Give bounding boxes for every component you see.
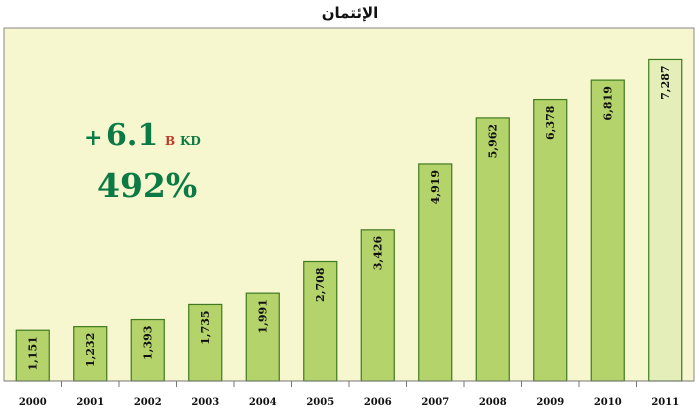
bar-2005 xyxy=(303,260,338,382)
bar-2001 xyxy=(73,326,108,382)
x-tick-label: 2010 xyxy=(594,397,622,408)
bar-2010 xyxy=(590,79,625,382)
bar-value-label: 1,735 xyxy=(199,310,212,344)
annotation-percent: 492% xyxy=(97,166,197,205)
x-tick-label: 2005 xyxy=(306,397,334,408)
x-tick-label: 2011 xyxy=(651,397,679,408)
bar-2008 xyxy=(475,117,510,382)
annotation-change-value: 6.1 xyxy=(106,118,158,153)
bar-value-label: 4,919 xyxy=(429,170,442,204)
x-tick-label: 2004 xyxy=(249,397,277,408)
x-tick-label: 2001 xyxy=(76,397,104,408)
bar-value-label: 1,232 xyxy=(84,333,97,367)
growth-annotation: + 6.1 B KD 492% xyxy=(84,118,201,205)
x-tick-label: 2000 xyxy=(19,397,47,408)
bar-value-label: 1,991 xyxy=(257,299,270,333)
bar-2000 xyxy=(15,329,50,382)
annotation-unit-kd: KD xyxy=(180,134,201,148)
bar-value-label: 2,708 xyxy=(314,267,327,302)
x-tick-label: 2009 xyxy=(536,397,564,408)
bar-value-label: 5,962 xyxy=(487,124,500,158)
bar-value-label: 6,819 xyxy=(602,86,615,120)
x-tick-label: 2002 xyxy=(134,397,162,408)
x-tick-label: 2003 xyxy=(191,397,219,408)
bar-2009 xyxy=(533,98,568,382)
x-tick-label: 2006 xyxy=(364,397,392,408)
bar-value-label: 1,393 xyxy=(142,326,155,360)
x-tick-label: 2007 xyxy=(421,397,449,408)
bar-2011 xyxy=(648,58,683,382)
bar-2004 xyxy=(245,292,280,382)
bar-value-label: 3,426 xyxy=(372,235,385,270)
annotation-plus-sign: + xyxy=(84,125,102,151)
x-tick-labels: 2000 2001 2002 2003 2004 2005 2006 2007 2008 2009… xyxy=(19,381,679,408)
bar-value-label: 6,378 xyxy=(544,105,557,140)
x-tick-label: 2008 xyxy=(479,397,507,408)
bar-2003 xyxy=(188,303,223,382)
bar-value-label: 1,151 xyxy=(27,336,40,370)
annotation-unit-b: B xyxy=(165,134,175,148)
chart-title: الإئتمان xyxy=(322,4,379,22)
plot-area xyxy=(3,27,695,382)
bar-2002 xyxy=(130,318,165,382)
bar-value-label: 7,287 xyxy=(659,65,672,99)
